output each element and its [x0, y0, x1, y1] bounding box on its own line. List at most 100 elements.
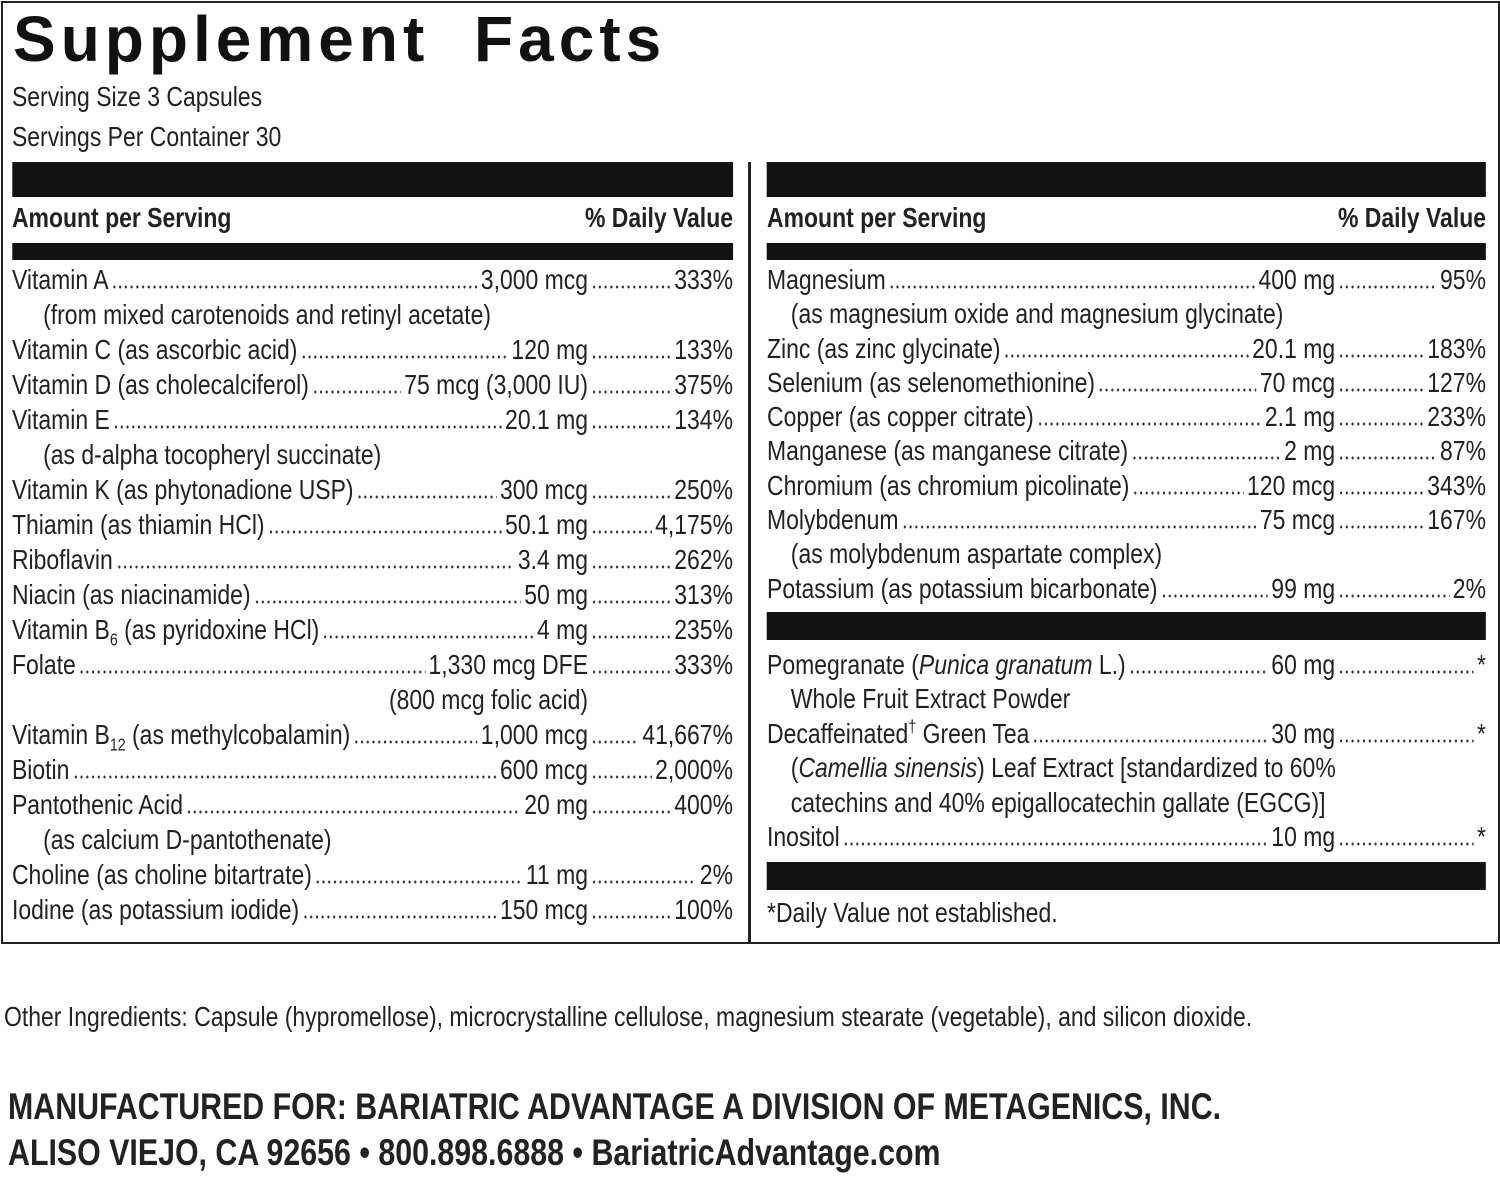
dot-leader [591, 495, 671, 499]
amount: 3.4 mg [517, 544, 589, 575]
dot-leader [1338, 353, 1424, 358]
dot-leader [591, 355, 671, 359]
dv-cell: 2% [1335, 572, 1486, 606]
nutrient-note: (as molybdenum aspartate complex) [767, 537, 1486, 571]
text-part: ) Leaf Extract [standardized to 60% [977, 752, 1336, 784]
daily-value: 2% [1452, 572, 1486, 604]
nutrient-name: Vitamin A [12, 262, 109, 297]
text-part: catechins and 40% epigallocatechin galla… [790, 786, 1326, 818]
text-part: Iodine (as potassium iodide) [11, 894, 300, 925]
dot-leader [1338, 593, 1450, 598]
nutrient-note: (from mixed carotenoids and retinyl acet… [12, 297, 733, 332]
text-part: Thiamin (as thiamin HCl) [11, 509, 265, 540]
nutrient-row: Vitamin E 20.1 mg 134% [12, 402, 733, 437]
text-part: Decaffeinated [767, 717, 909, 749]
nutrient-row: Vitamin B6 (as pyridoxine HCl) 4 mg 235% [12, 612, 733, 648]
dot-leader [267, 530, 502, 534]
dot-leader [1132, 490, 1244, 495]
dot-leader [1338, 525, 1424, 530]
daily-value: 233% [1427, 401, 1486, 433]
daily-value: 375% [674, 369, 733, 400]
dot-leader [72, 775, 497, 779]
nutrient-row: Vitamin K (as phytonadione USP) 300 mcg 25… [12, 472, 733, 507]
text-part: Biotin [11, 754, 70, 785]
nutrient-row: Molybdenum 75 mcg 167% [767, 503, 1486, 537]
nutrient-name: Manganese (as manganese citrate) [767, 434, 1128, 468]
text-part: Punica granatum [918, 649, 1093, 680]
nutrient-name: Vitamin B12 (as methylcobalamin) [12, 717, 350, 755]
dv-cell: * [1335, 648, 1486, 682]
text-part: 12 [109, 734, 126, 755]
nutrient-row: Vitamin A 3,000 mcg 333% [12, 262, 733, 297]
daily-value: * [1477, 821, 1486, 853]
nutrient-row: Copper (as copper citrate) 2.1 mg 233% [767, 400, 1486, 434]
amount: 99 mg [1271, 572, 1336, 604]
text-part: Folate [11, 649, 76, 680]
text-part: Vitamin D (as cholecalciferol) [11, 369, 309, 400]
black-bar [767, 612, 1486, 640]
nutrient-name: Zinc (as zinc glycinate) [767, 332, 1001, 366]
text-part: Niacin (as niacinamide) [11, 579, 251, 610]
nutrient-name: Thiamin (as thiamin HCl) [12, 507, 265, 542]
dot-leader [1098, 387, 1257, 392]
dot-leader [253, 600, 521, 604]
text-part: (from mixed carotenoids and retinyl acet… [43, 299, 492, 330]
nutrient-name: Chromium (as chromium picolinate) [767, 469, 1129, 503]
nutrient-name: Niacin (as niacinamide) [12, 577, 251, 612]
dot-leader [1032, 738, 1269, 743]
nutrient-name: Folate [12, 647, 76, 682]
black-bar [767, 162, 1486, 197]
daily-value: * [1477, 717, 1486, 749]
daily-value: 2,000% [655, 754, 733, 785]
nutrient-row: Inositol 10 mg * [767, 820, 1486, 854]
text-part: Inositol [767, 821, 840, 853]
dot-leader [591, 565, 671, 569]
dot-leader [591, 425, 671, 429]
nutrient-row: Choline (as choline bitartrate) 11 mg 2% [12, 857, 733, 892]
daily-value: 262% [674, 544, 733, 575]
nutrient-row: Potassium (as potassium bicarbonate) 99 m… [767, 572, 1486, 606]
dv-cell: 134% [588, 402, 733, 437]
amount: 75 mcg (3,000 IU) [404, 369, 589, 400]
dot-leader [843, 842, 1269, 847]
manufacturer-line: MANUFACTURED FOR: BARIATRIC ADVANTAGE A … [8, 1086, 1222, 1127]
nutrient-row: Vitamin D (as cholecalciferol) 75 mcg (3,… [12, 367, 733, 402]
dot-leader [1338, 285, 1437, 289]
text-part: (as d-alpha tocopheryl succinate) [43, 439, 382, 470]
dot-leader [591, 635, 671, 639]
amount: 3,000 mcg [480, 264, 589, 295]
dot-leader [1037, 422, 1262, 427]
header-dv: % Daily Value [1337, 202, 1486, 233]
dot-leader [116, 565, 515, 569]
amount: 20.1 mg [505, 404, 589, 435]
dot-leader [591, 775, 652, 779]
dv-cell: 100% [588, 892, 733, 927]
dot-leader [113, 425, 502, 429]
amount: 300 mcg [499, 474, 589, 505]
text-part: Riboflavin [11, 544, 113, 575]
footnote: *Daily Value not established. [767, 897, 1058, 928]
amount: 60 mg [1271, 649, 1336, 680]
daily-value: 235% [674, 614, 733, 645]
amount: 10 mg [1271, 821, 1336, 853]
dot-leader [1160, 593, 1269, 598]
daily-value: 2% [699, 859, 733, 890]
amount: 120 mcg [1247, 469, 1336, 501]
daily-value: 4,175% [655, 509, 733, 540]
nutrient-row: Niacin (as niacinamide) 50 mg 313% [12, 577, 733, 612]
dv-cell: 343% [1335, 469, 1486, 503]
nutrient-name: Vitamin B6 (as pyridoxine HCl) [12, 612, 319, 648]
text-part: Molybdenum [767, 504, 899, 536]
nutrient-row: Iodine (as potassium iodide) 150 mcg 100% [12, 892, 733, 927]
dot-leader [1003, 353, 1249, 358]
text-part: Camellia sinensis [798, 752, 978, 784]
dv-cell: 133% [588, 332, 733, 367]
title: Supplement Facts [13, 3, 667, 75]
dot-leader [1128, 670, 1269, 674]
amount: 20.1 mg [1252, 332, 1336, 364]
nutrient-row: Biotin 600 mcg 2,000% [12, 752, 733, 787]
text-part: Choline (as choline bitartrate) [11, 859, 312, 890]
manufacturer-line: ALISO VIEJO, CA 92656 • 800.898.6888 • B… [8, 1132, 941, 1173]
amount: 70 mcg [1259, 366, 1336, 398]
